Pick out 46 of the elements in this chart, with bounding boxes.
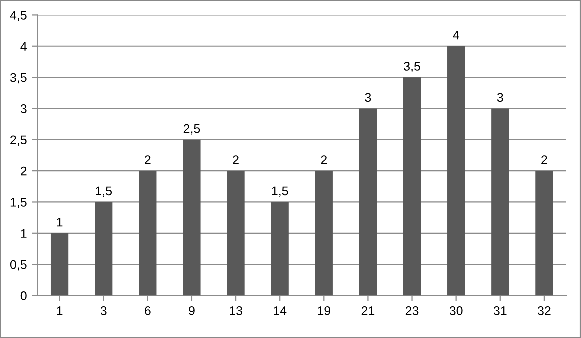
bar [183, 140, 201, 296]
x-tick-label: 13 [230, 306, 242, 316]
data-label: 1 [57, 218, 63, 227]
data-label: 2,5 [184, 124, 200, 135]
bar [315, 171, 333, 296]
y-tick-label: 2 [21, 166, 27, 176]
x-tick-label: 1 [57, 306, 63, 316]
bar [139, 171, 157, 296]
y-tick-label: 1 [21, 229, 27, 238]
bar [271, 202, 289, 296]
y-tick-label: 3 [20, 104, 27, 114]
x-tick-label: 3 [100, 306, 107, 316]
x-tick-label: 14 [274, 306, 287, 316]
bar [359, 108, 378, 296]
bar [95, 202, 113, 296]
data-label: 3,5 [404, 62, 420, 72]
bar [536, 171, 554, 296]
x-tick-label: 30 [450, 306, 463, 316]
x-tick-label: 21 [362, 306, 375, 316]
y-tick-label: 1,5 [10, 198, 27, 208]
data-label: 2 [321, 156, 327, 164]
data-label: 2 [233, 156, 239, 164]
data-label: 4 [453, 31, 460, 40]
data-label: 3 [365, 93, 372, 102]
x-tick-label: 31 [494, 306, 507, 316]
y-tick-label: 0,5 [10, 260, 27, 271]
x-tick-label: 9 [189, 306, 195, 316]
data-label: 2 [542, 156, 548, 164]
bar [403, 78, 422, 296]
bar [50, 233, 69, 296]
x-tick-label: 32 [538, 306, 551, 316]
data-label: 1,5 [96, 186, 112, 198]
x-tick-label: 19 [318, 306, 331, 316]
y-tick-label: 0 [20, 292, 27, 300]
bar [448, 46, 466, 296]
y-tick-label: 4 [20, 42, 27, 51]
data-label: 3 [497, 93, 504, 102]
x-tick-label: 23 [406, 306, 419, 316]
y-tick-label: 4,5 [10, 11, 27, 22]
data-label: 1,5 [272, 186, 288, 198]
bar [492, 108, 510, 296]
x-tick-label: 6 [145, 306, 151, 316]
y-tick-label: 3,5 [10, 73, 27, 84]
bar [227, 171, 245, 296]
y-tick-label: 2,5 [10, 136, 27, 146]
data-label: 2 [145, 156, 151, 164]
